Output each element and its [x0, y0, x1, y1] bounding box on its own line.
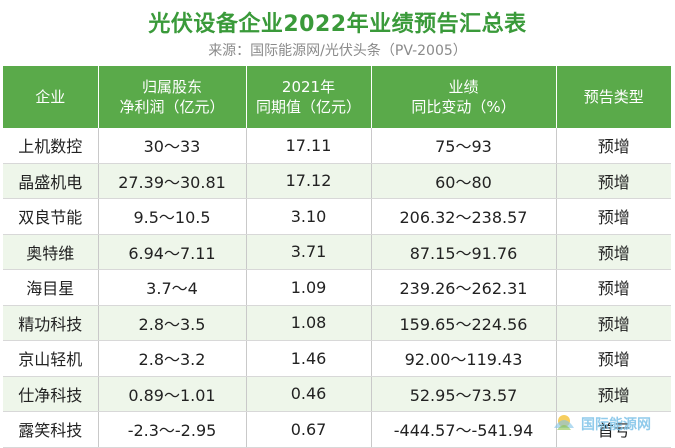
- header-change-line2: 同比变动（%）: [411, 98, 516, 116]
- cell-change: 87.15～91.76: [371, 234, 557, 270]
- cell-change: 159.65～224.56: [371, 305, 557, 341]
- cell-type: 预增: [556, 163, 671, 199]
- header-net-profit-line1: 归属股东: [141, 78, 202, 96]
- table-row: 京山轻机 2.8～3.2 1.46 92.00～119.43 预增: [3, 340, 671, 377]
- header-prior-line1: 2021年: [281, 78, 336, 96]
- cell-net-profit: 6.94～7.11: [98, 234, 247, 270]
- table-row: 上机数控 30～33 17.11 75～93 预增: [3, 128, 671, 164]
- cell-net-profit: -2.3～-2.95: [98, 411, 247, 448]
- cell-prior: 1.46: [246, 340, 372, 377]
- cell-type: 预增: [556, 198, 671, 235]
- cell-prior: 1.09: [246, 269, 372, 306]
- cell-company: 晶盛机电: [3, 163, 99, 199]
- cell-change: 206.32～238.57: [371, 198, 557, 235]
- cell-type: 预增: [556, 269, 671, 306]
- cell-net-profit: 0.89～1.01: [98, 376, 247, 412]
- cell-net-profit: 9.5～10.5: [98, 198, 247, 235]
- header-company: 企业: [3, 66, 99, 128]
- cell-change: -444.57～-541.94: [371, 411, 557, 448]
- table-row: 仕净科技 0.89～1.01 0.46 52.95～73.57 预增: [3, 376, 671, 412]
- sun-leaf-logo-icon: [554, 415, 574, 430]
- table-header-row: 企业 归属股东 净利润（亿元） 2021年 同期值（亿元） 业绩 同比变动（%）…: [3, 66, 671, 128]
- cell-type: 预增: [556, 340, 671, 377]
- header-change: 业绩 同比变动（%）: [371, 66, 557, 128]
- header-net-profit-line2: 净利润（亿元）: [119, 98, 225, 116]
- table-row: 精功科技 2.8～3.5 1.08 159.65～224.56 预增: [3, 305, 671, 341]
- header-type: 预告类型: [556, 66, 671, 128]
- cell-company: 露笑科技: [3, 411, 99, 448]
- cell-type: 预增: [556, 305, 671, 341]
- cell-prior: 0.46: [246, 376, 372, 412]
- cell-prior: 3.71: [246, 234, 372, 270]
- table-row: 晶盛机电 27.39～30.81 17.12 60～80 预增: [3, 163, 671, 199]
- cell-prior: 3.10: [246, 198, 372, 235]
- cell-type: 预增: [556, 234, 671, 270]
- table-row: 露笑科技 -2.3～-2.95 0.67 -444.57～-541.94 首亏: [3, 411, 671, 448]
- cell-company: 海目星: [3, 269, 99, 306]
- watermark-text: 国际能源网: [581, 417, 651, 433]
- cell-net-profit: 3.7～4: [98, 269, 247, 306]
- table-row: 海目星 3.7～4 1.09 239.26～262.31 预增: [3, 269, 671, 306]
- cell-type: 预增: [556, 128, 671, 164]
- cell-change: 75～93: [371, 128, 557, 164]
- cell-net-profit: 27.39～30.81: [98, 163, 247, 199]
- header-prior-line2: 同期值（亿元）: [255, 98, 361, 116]
- header-change-line1: 业绩: [448, 78, 479, 96]
- cell-change: 52.95～73.57: [371, 376, 557, 412]
- cell-company: 上机数控: [3, 128, 99, 164]
- cell-net-profit: 30～33: [98, 128, 247, 164]
- cell-prior: 17.12: [246, 163, 372, 199]
- forecast-table: 企业 归属股东 净利润（亿元） 2021年 同期值（亿元） 业绩 同比变动（%）…: [3, 66, 671, 448]
- header-prior-year: 2021年 同期值（亿元）: [246, 66, 372, 128]
- cell-company: 仕净科技: [3, 376, 99, 412]
- table-row: 双良节能 9.5～10.5 3.10 206.32～238.57 预增: [3, 198, 671, 235]
- cell-change: 60～80: [371, 163, 557, 199]
- cell-net-profit: 2.8～3.2: [98, 340, 247, 377]
- page-title: 光伏设备企业2022年业绩预告汇总表: [148, 12, 527, 37]
- header-net-profit: 归属股东 净利润（亿元）: [98, 66, 247, 128]
- cell-change: 92.00～119.43: [371, 340, 557, 377]
- cell-company: 奥特维: [3, 234, 99, 270]
- cell-company: 精功科技: [3, 305, 99, 341]
- table-row: 奥特维 6.94～7.11 3.71 87.15～91.76 预增: [3, 234, 671, 270]
- cell-prior: 1.08: [246, 305, 372, 341]
- cell-prior: 17.11: [246, 128, 372, 164]
- cell-company: 京山轻机: [3, 340, 99, 377]
- cell-prior: 0.67: [246, 411, 372, 448]
- cell-net-profit: 2.8～3.5: [98, 305, 247, 341]
- cell-type: 首亏: [556, 411, 671, 448]
- source-note: 来源：国际能源网/光伏头条（PV-2005）: [208, 43, 467, 59]
- cell-change: 239.26～262.31: [371, 269, 557, 306]
- cell-type: 预增: [556, 376, 671, 412]
- watermark: 国际能源网: [549, 400, 669, 444]
- cell-company: 双良节能: [3, 198, 99, 235]
